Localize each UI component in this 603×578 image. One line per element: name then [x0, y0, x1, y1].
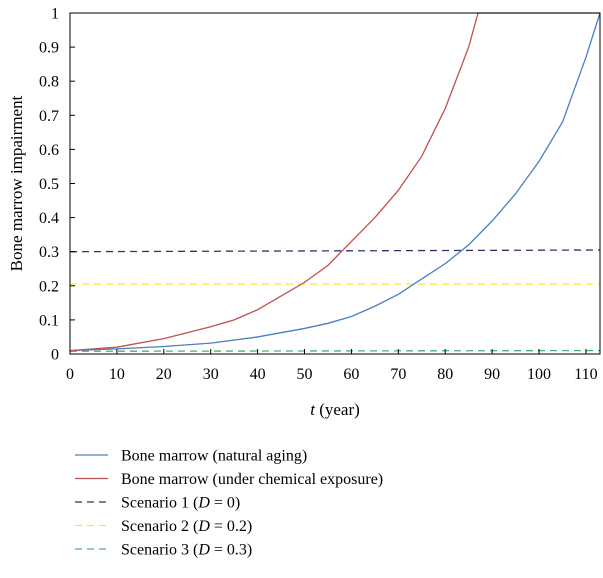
- plot-frame: [69, 12, 601, 355]
- legend-label: Scenario 2 (D = 0.2): [121, 518, 252, 535]
- x-tick-label: 80: [437, 366, 453, 383]
- legend-label-suffix: = 0): [210, 495, 240, 512]
- y-tick-label: 0.7: [39, 108, 59, 125]
- legend-label-variable: D: [197, 495, 210, 512]
- legend-item: Bone marrow (natural aging): [75, 448, 307, 465]
- x-tick-label: 110: [574, 366, 597, 383]
- x-tick-label: 90: [484, 366, 500, 383]
- plot-series-group: [69, 12, 601, 352]
- legend-item: Scenario 1 (D = 0): [75, 495, 240, 512]
- legend-label: Scenario 3 (D = 0.3): [121, 542, 252, 559]
- x-tick-label: 50: [297, 366, 313, 383]
- y-tick-label: 1: [51, 6, 59, 23]
- y-tick-label: 0.9: [39, 40, 59, 57]
- x-tick-label: 20: [156, 366, 172, 383]
- x-tick-label: 100: [527, 366, 551, 383]
- y-tick-label: 0.4: [39, 210, 59, 227]
- y-tick-label: 0.6: [39, 142, 59, 159]
- y-axis-title: Bone marrow impairment: [7, 95, 26, 271]
- legend-label-suffix: = 0.2): [210, 518, 252, 535]
- x-tick-label: 30: [203, 366, 219, 383]
- series-line-5: [69, 349, 601, 352]
- y-tick-label: 0.8: [39, 74, 59, 91]
- legend-label: Bone marrow (under chemical exposure): [121, 471, 383, 488]
- legend-label-suffix: = 0.3): [210, 542, 252, 559]
- legend-label: Bone marrow (natural aging): [121, 448, 307, 465]
- y-tick-label: 0: [51, 347, 59, 364]
- x-tick-label: 70: [390, 366, 406, 383]
- legend-label: Scenario 1 (D = 0): [121, 495, 240, 512]
- legend: Bone marrow (natural aging) Bone marrow (…: [75, 448, 383, 559]
- y-axis: 0 0.1 0.2 0.3 0.4 0.5 0.6 0.7 0.8 0.9 1: [39, 6, 75, 364]
- series-line-3: [69, 249, 601, 253]
- y-tick-label: 0.5: [39, 176, 59, 193]
- series-line-2: [69, 12, 600, 352]
- x-axis-title-unit: (year): [315, 400, 360, 419]
- legend-label-prefix: Scenario 3 (: [121, 542, 198, 559]
- legend-item: Bone marrow (under chemical exposure): [75, 471, 383, 488]
- y-tick-label: 0.1: [39, 312, 59, 329]
- x-tick-label: 0: [66, 366, 74, 383]
- x-tick-label: 10: [109, 366, 125, 383]
- legend-label-prefix: Scenario 2 (: [121, 518, 198, 535]
- legend-label-variable: D: [197, 518, 210, 535]
- series-line-1: [69, 12, 601, 352]
- x-axis: 0 10 20 30 40 50 60 70 80 90 100 110: [66, 349, 598, 383]
- x-tick-label: 40: [250, 366, 266, 383]
- legend-item: Scenario 3 (D = 0.3): [75, 542, 252, 559]
- legend-label-prefix: Scenario 1 (: [121, 495, 198, 512]
- legend-label-variable: D: [197, 542, 210, 559]
- x-axis-title-variable: t: [310, 400, 316, 419]
- y-tick-label: 0.3: [39, 244, 59, 261]
- y-tick-label: 0.2: [39, 278, 59, 295]
- x-tick-label: 60: [343, 366, 359, 383]
- x-axis-title: t (year): [310, 400, 360, 419]
- legend-item: Scenario 2 (D = 0.2): [75, 518, 252, 535]
